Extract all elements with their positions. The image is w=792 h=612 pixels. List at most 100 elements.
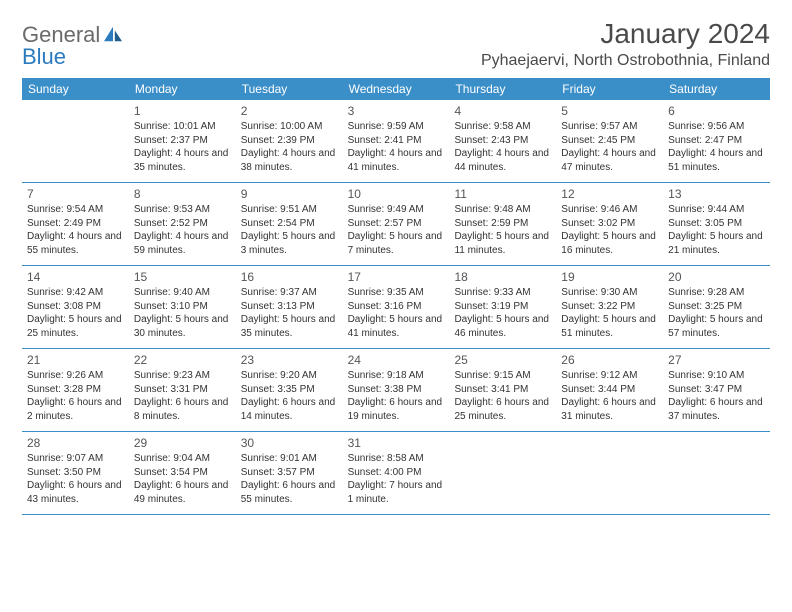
day-cell: 7Sunrise: 9:54 AMSunset: 2:49 PMDaylight… (22, 183, 129, 265)
sunrise-text: Sunrise: 9:48 AM (454, 203, 551, 217)
title-block: January 2024 Pyhaejaervi, North Ostrobot… (481, 18, 770, 70)
sunset-text: Sunset: 3:38 PM (348, 383, 445, 397)
day-cell: 2Sunrise: 10:00 AMSunset: 2:39 PMDayligh… (236, 100, 343, 182)
sunrise-text: Sunrise: 9:04 AM (134, 452, 231, 466)
day-cell: 19Sunrise: 9:30 AMSunset: 3:22 PMDayligh… (556, 266, 663, 348)
daylight-text: Daylight: 6 hours and 31 minutes. (561, 396, 658, 423)
daylight-text: Daylight: 6 hours and 49 minutes. (134, 479, 231, 506)
sunset-text: Sunset: 2:45 PM (561, 134, 658, 148)
daylight-text: Daylight: 5 hours and 30 minutes. (134, 313, 231, 340)
sunset-text: Sunset: 3:05 PM (668, 217, 765, 231)
calendar: Sunday Monday Tuesday Wednesday Thursday… (22, 78, 770, 515)
week-row: 28Sunrise: 9:07 AMSunset: 3:50 PMDayligh… (22, 432, 770, 515)
daylight-text: Daylight: 4 hours and 44 minutes. (454, 147, 551, 174)
day-cell: 4Sunrise: 9:58 AMSunset: 2:43 PMDaylight… (449, 100, 556, 182)
daylight-text: Daylight: 5 hours and 41 minutes. (348, 313, 445, 340)
day-number: 22 (134, 352, 231, 368)
day-number: 25 (454, 352, 551, 368)
day-cell: 29Sunrise: 9:04 AMSunset: 3:54 PMDayligh… (129, 432, 236, 514)
daylight-text: Daylight: 4 hours and 51 minutes. (668, 147, 765, 174)
sunset-text: Sunset: 3:44 PM (561, 383, 658, 397)
daylight-text: Daylight: 5 hours and 25 minutes. (27, 313, 124, 340)
day-number: 9 (241, 186, 338, 202)
day-cell: 15Sunrise: 9:40 AMSunset: 3:10 PMDayligh… (129, 266, 236, 348)
sunset-text: Sunset: 3:28 PM (27, 383, 124, 397)
daylight-text: Daylight: 5 hours and 7 minutes. (348, 230, 445, 257)
day-cell: 6Sunrise: 9:56 AMSunset: 2:47 PMDaylight… (663, 100, 770, 182)
sunrise-text: Sunrise: 9:15 AM (454, 369, 551, 383)
day-cell: 13Sunrise: 9:44 AMSunset: 3:05 PMDayligh… (663, 183, 770, 265)
sunrise-text: Sunrise: 9:49 AM (348, 203, 445, 217)
daylight-text: Daylight: 5 hours and 35 minutes. (241, 313, 338, 340)
daylight-text: Daylight: 5 hours and 21 minutes. (668, 230, 765, 257)
day-number: 24 (348, 352, 445, 368)
day-header-saturday: Saturday (663, 78, 770, 100)
sunrise-text: Sunrise: 9:01 AM (241, 452, 338, 466)
sunset-text: Sunset: 2:43 PM (454, 134, 551, 148)
week-row: 1Sunrise: 10:01 AMSunset: 2:37 PMDayligh… (22, 100, 770, 183)
sunset-text: Sunset: 3:10 PM (134, 300, 231, 314)
daylight-text: Daylight: 6 hours and 43 minutes. (27, 479, 124, 506)
sunset-text: Sunset: 2:52 PM (134, 217, 231, 231)
day-cell (449, 432, 556, 514)
daylight-text: Daylight: 4 hours and 41 minutes. (348, 147, 445, 174)
day-cell: 14Sunrise: 9:42 AMSunset: 3:08 PMDayligh… (22, 266, 129, 348)
day-number: 29 (134, 435, 231, 451)
day-cell (663, 432, 770, 514)
daylight-text: Daylight: 5 hours and 3 minutes. (241, 230, 338, 257)
daylight-text: Daylight: 6 hours and 14 minutes. (241, 396, 338, 423)
day-number: 31 (348, 435, 445, 451)
day-number: 27 (668, 352, 765, 368)
sunset-text: Sunset: 4:00 PM (348, 466, 445, 480)
sunrise-text: Sunrise: 9:07 AM (27, 452, 124, 466)
day-header-tuesday: Tuesday (236, 78, 343, 100)
day-number: 8 (134, 186, 231, 202)
daylight-text: Daylight: 6 hours and 37 minutes. (668, 396, 765, 423)
sunrise-text: Sunrise: 9:40 AM (134, 286, 231, 300)
day-cell: 18Sunrise: 9:33 AMSunset: 3:19 PMDayligh… (449, 266, 556, 348)
day-number: 17 (348, 269, 445, 285)
sunset-text: Sunset: 2:59 PM (454, 217, 551, 231)
sunrise-text: Sunrise: 9:35 AM (348, 286, 445, 300)
daylight-text: Daylight: 5 hours and 57 minutes. (668, 313, 765, 340)
sunrise-text: Sunrise: 9:57 AM (561, 120, 658, 134)
day-number: 2 (241, 103, 338, 119)
day-cell: 25Sunrise: 9:15 AMSunset: 3:41 PMDayligh… (449, 349, 556, 431)
sunrise-text: Sunrise: 9:59 AM (348, 120, 445, 134)
daylight-text: Daylight: 6 hours and 25 minutes. (454, 396, 551, 423)
day-header-sunday: Sunday (22, 78, 129, 100)
sunset-text: Sunset: 3:13 PM (241, 300, 338, 314)
day-number: 30 (241, 435, 338, 451)
sunrise-text: Sunrise: 9:18 AM (348, 369, 445, 383)
day-header-monday: Monday (129, 78, 236, 100)
day-number: 26 (561, 352, 658, 368)
day-number: 21 (27, 352, 124, 368)
day-number: 5 (561, 103, 658, 119)
sunrise-text: Sunrise: 9:54 AM (27, 203, 124, 217)
day-header-wednesday: Wednesday (343, 78, 450, 100)
daylight-text: Daylight: 6 hours and 19 minutes. (348, 396, 445, 423)
sunset-text: Sunset: 2:39 PM (241, 134, 338, 148)
day-number: 13 (668, 186, 765, 202)
sunset-text: Sunset: 3:25 PM (668, 300, 765, 314)
sunrise-text: Sunrise: 9:26 AM (27, 369, 124, 383)
day-cell: 28Sunrise: 9:07 AMSunset: 3:50 PMDayligh… (22, 432, 129, 514)
sunset-text: Sunset: 3:31 PM (134, 383, 231, 397)
day-number: 16 (241, 269, 338, 285)
logo-sail-icon (102, 25, 124, 43)
day-cell: 12Sunrise: 9:46 AMSunset: 3:02 PMDayligh… (556, 183, 663, 265)
day-cell: 26Sunrise: 9:12 AMSunset: 3:44 PMDayligh… (556, 349, 663, 431)
sunset-text: Sunset: 3:02 PM (561, 217, 658, 231)
sunrise-text: Sunrise: 9:46 AM (561, 203, 658, 217)
day-cell (22, 100, 129, 182)
sunrise-text: Sunrise: 10:01 AM (134, 120, 231, 134)
day-cell: 8Sunrise: 9:53 AMSunset: 2:52 PMDaylight… (129, 183, 236, 265)
daylight-text: Daylight: 4 hours and 47 minutes. (561, 147, 658, 174)
logo-text-blue: Blue (22, 44, 66, 70)
sunset-text: Sunset: 2:37 PM (134, 134, 231, 148)
day-cell: 21Sunrise: 9:26 AMSunset: 3:28 PMDayligh… (22, 349, 129, 431)
day-number: 15 (134, 269, 231, 285)
daylight-text: Daylight: 4 hours and 35 minutes. (134, 147, 231, 174)
week-row: 14Sunrise: 9:42 AMSunset: 3:08 PMDayligh… (22, 266, 770, 349)
day-cell: 9Sunrise: 9:51 AMSunset: 2:54 PMDaylight… (236, 183, 343, 265)
